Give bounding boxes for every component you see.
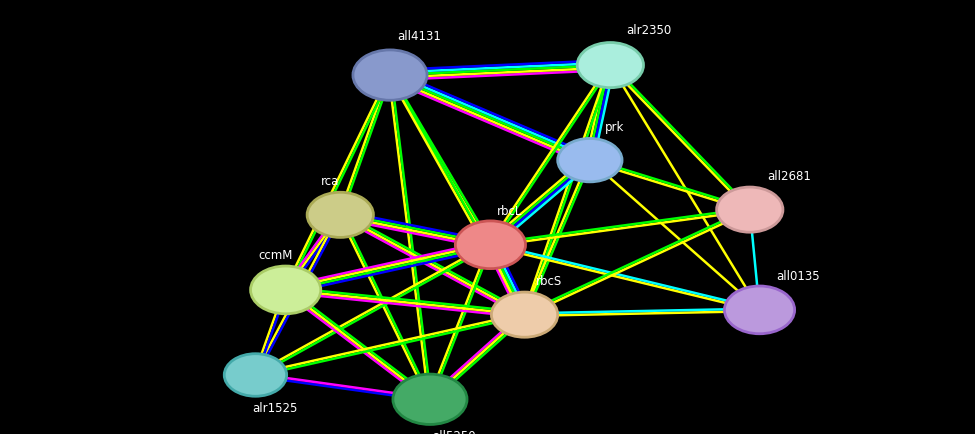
Ellipse shape	[577, 43, 644, 88]
Ellipse shape	[455, 221, 526, 269]
Text: rbcS: rbcS	[536, 275, 562, 288]
Text: all0135: all0135	[777, 270, 820, 283]
Text: rca: rca	[322, 175, 339, 188]
Ellipse shape	[558, 138, 622, 182]
Ellipse shape	[491, 292, 558, 337]
Ellipse shape	[307, 192, 373, 237]
Ellipse shape	[393, 374, 467, 424]
Text: rbcL: rbcL	[497, 205, 523, 218]
Text: all2681: all2681	[767, 170, 811, 183]
Ellipse shape	[224, 354, 287, 396]
Ellipse shape	[717, 187, 783, 232]
Ellipse shape	[353, 50, 427, 100]
Text: all5250: all5250	[433, 430, 476, 434]
Text: ccmM: ccmM	[258, 249, 293, 262]
Text: alr1525: alr1525	[253, 402, 297, 415]
Ellipse shape	[724, 286, 795, 334]
Ellipse shape	[251, 266, 321, 314]
Text: all4131: all4131	[398, 30, 442, 43]
Text: alr2350: alr2350	[627, 24, 672, 37]
Text: prk: prk	[604, 121, 624, 134]
